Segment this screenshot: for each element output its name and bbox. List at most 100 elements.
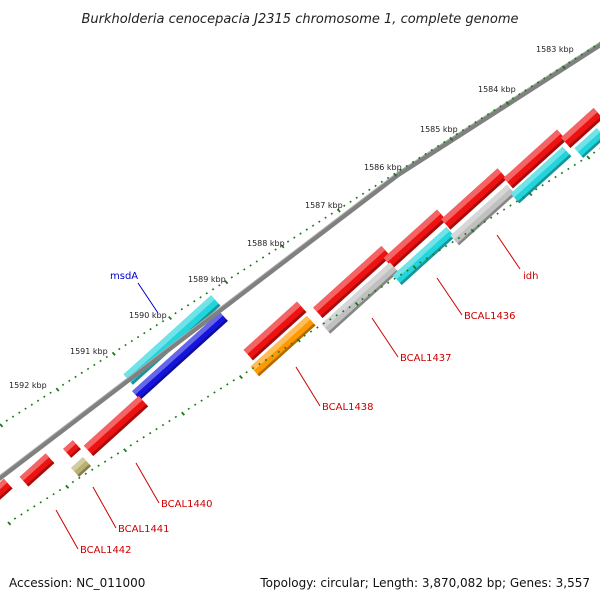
gene-bcal1442-bevel	[0, 478, 8, 490]
tick-mark	[374, 289, 377, 293]
gene-next-red-1[interactable]	[503, 129, 567, 189]
gene-next-red-1-bevel	[503, 129, 561, 183]
tick-mark	[11, 415, 15, 418]
tick-mark	[430, 148, 434, 152]
tick-mark	[425, 257, 429, 260]
tick-mark	[264, 358, 268, 362]
chromosome-backbone	[0, 42, 600, 482]
tick-mark	[130, 339, 134, 343]
tick-mark	[305, 228, 309, 231]
gene-label-leader	[55, 509, 79, 550]
gene-bcal1441-shadow	[26, 461, 55, 487]
gene-label[interactable]: msdA	[110, 271, 138, 282]
gene-label[interactable]: idh	[523, 271, 538, 282]
gene-bcal1436-red[interactable]	[383, 209, 447, 269]
tick-mark	[26, 509, 30, 512]
gene-bcal1438-red[interactable]	[243, 301, 307, 361]
tick-mark	[361, 297, 364, 301]
gene-bcal1437-gray[interactable]	[321, 262, 399, 334]
tick-mark	[155, 427, 158, 431]
tick-mark	[432, 253, 435, 256]
tick-mark	[549, 73, 552, 76]
gene-label[interactable]: BCAL1440	[161, 499, 213, 510]
tick-mark	[97, 464, 100, 467]
tick-mark	[68, 379, 71, 383]
gene-bcal1442[interactable]	[0, 478, 13, 503]
gene-label-leader	[135, 462, 160, 504]
gene-label[interactable]: BCAL1438	[322, 402, 374, 413]
tick-mark	[567, 167, 570, 171]
tick-mark	[451, 240, 454, 244]
tick-mark	[464, 232, 467, 236]
tick-mark	[419, 261, 422, 264]
tick-mark	[168, 419, 171, 423]
tick-mark	[123, 448, 128, 453]
tick-mark	[286, 240, 290, 243]
tick-mark	[502, 208, 506, 211]
gene-bcal1441b[interactable]	[63, 440, 81, 458]
gene-bcal1441-olive[interactable]	[71, 457, 91, 477]
gene-label[interactable]: BCAL1437	[400, 353, 452, 364]
gene-next-cyan[interactable]	[510, 146, 572, 204]
lower-tick-track	[7, 148, 600, 526]
tick-mark	[505, 101, 510, 106]
feature-track	[0, 108, 600, 503]
tick-mark	[311, 224, 315, 227]
tick-mark	[168, 315, 172, 321]
gene-bcal1441[interactable]	[19, 453, 55, 487]
gene-bcal1438-orange[interactable]	[250, 315, 316, 377]
tick-mark	[268, 252, 271, 255]
gene-next-cyan-body	[510, 146, 572, 204]
tick-mark	[580, 159, 583, 163]
tick-mark	[99, 359, 102, 363]
tick-mark	[574, 57, 577, 60]
gene-bcal1436-red-body	[383, 209, 447, 269]
tick-mark	[354, 301, 359, 306]
accession-text: Accession: NC_011000	[9, 576, 145, 590]
gene-label[interactable]: BCAL1442	[80, 545, 132, 556]
tick-mark	[0, 423, 4, 428]
gene-label[interactable]: BCAL1436	[464, 311, 516, 322]
tick-mark	[522, 196, 525, 199]
gene-idh-red[interactable]	[441, 168, 507, 230]
tick-mark	[515, 200, 519, 203]
tick-mark	[200, 399, 203, 402]
gene-bcal1437-red[interactable]	[313, 245, 391, 319]
gene-next-cyan-2-bevel	[574, 128, 600, 153]
gene-msdA-blue[interactable]	[132, 312, 228, 400]
tick-label: 1590 kbp	[129, 311, 167, 320]
tick-mark	[186, 304, 190, 307]
gene-bcal1440[interactable]	[83, 396, 149, 456]
gene-next-cyan-2[interactable]	[574, 128, 600, 158]
gene-idh-gray[interactable]	[450, 184, 516, 246]
tick-mark	[80, 371, 84, 375]
gene-label[interactable]: BCAL1441	[118, 524, 170, 535]
tick-mark	[560, 171, 564, 175]
tick-mark	[449, 136, 454, 141]
tick-mark	[348, 305, 351, 309]
tick-mark	[206, 395, 210, 398]
tick-mark	[193, 403, 197, 406]
tick-mark	[496, 212, 499, 215]
backbone-layer	[0, 41, 600, 482]
label-layer: msdA idh BCAL1436 BCAL1437 BCAL1438 BCAL1440 B…	[55, 234, 538, 556]
gene-bcal1438-orange-body	[250, 315, 316, 377]
tick-mark	[7, 521, 12, 526]
tick-mark	[330, 212, 334, 215]
tick-mark	[580, 53, 584, 56]
tick-label: 1583 kbp	[536, 45, 574, 54]
tick-mark	[511, 97, 515, 100]
tick-mark	[155, 323, 159, 327]
tick-mark	[129, 444, 133, 447]
tick-mark	[290, 342, 293, 345]
tick-mark	[518, 93, 521, 96]
tick-mark	[368, 188, 371, 192]
gene-next-red-2[interactable]	[560, 108, 600, 148]
gene-bcal1442-shadow	[0, 486, 13, 500]
tick-mark	[161, 423, 165, 427]
gene-bcal1441b-body	[63, 440, 81, 458]
tick-mark	[74, 375, 77, 379]
gene-bcal1436-cyan-shadow	[399, 234, 456, 285]
tick-mark	[161, 319, 165, 323]
tick-mark	[78, 476, 81, 480]
